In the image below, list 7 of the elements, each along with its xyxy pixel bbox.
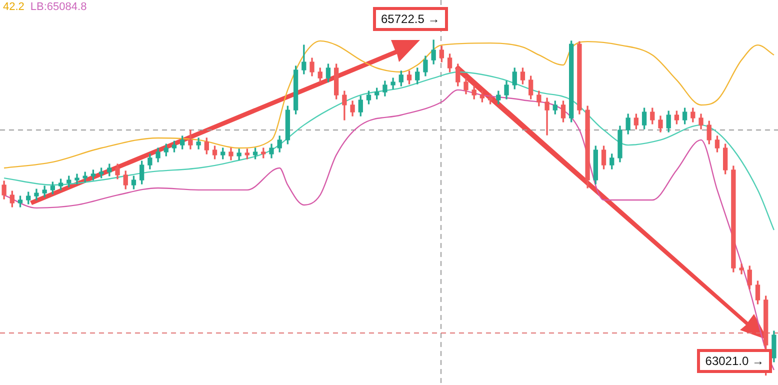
- annotation: 63021.0 →: [697, 349, 772, 373]
- annotation: LB:65084.8: [30, 1, 87, 13]
- annotation: 42.2: [3, 1, 24, 13]
- candlestick: [544, 98, 550, 136]
- candlestick: [74, 174, 80, 184]
- annotation: 65722.5 →: [373, 7, 448, 31]
- candlestick: [739, 264, 744, 274]
